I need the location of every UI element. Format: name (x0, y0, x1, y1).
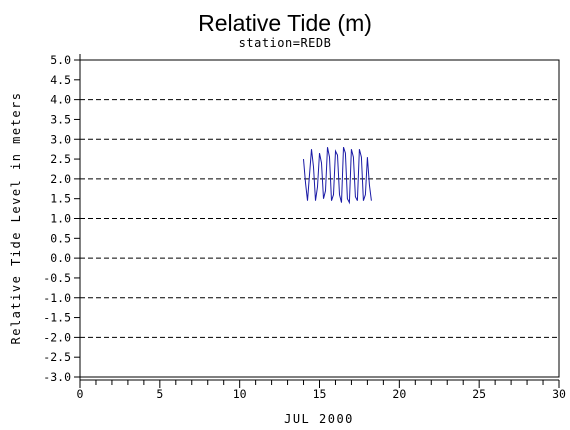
y-tick-label: 2.0 (50, 172, 71, 186)
x-tick-label: 30 (552, 387, 566, 401)
gridlines (80, 59, 559, 378)
x-tick-label: 5 (156, 387, 163, 401)
y-tick-label: 4.0 (50, 93, 71, 107)
y-tick-label: 4.5 (50, 73, 71, 87)
y-tick-label: 1.5 (50, 192, 71, 206)
x-axis-label: JUL 2000 (284, 412, 354, 426)
x-tick-label: 15 (313, 387, 327, 401)
y-tick-label: 5.0 (50, 53, 71, 67)
x-tick-label: 0 (77, 387, 84, 401)
y-axis-label: Relative Tide Level in meters (9, 91, 23, 344)
plot-frame (79, 59, 560, 378)
chart-subtitle: station=REDB (239, 36, 332, 50)
y-tick-label: -1.0 (43, 291, 71, 305)
y-axis: 5.0 4.5 4.0 3.5 3.0 2.5 2.0 1.5 1.0 0.5 0.0 -0.5 -1.… (43, 53, 81, 384)
y-tick-label: -3.0 (43, 370, 71, 384)
y-tick-label: -2.5 (43, 350, 71, 364)
y-tick-label: -1.5 (43, 311, 71, 325)
chart-title: Relative Tide (m) (198, 10, 372, 36)
y-tick-label: -0.5 (43, 271, 71, 285)
x-tick-label: 20 (392, 387, 406, 401)
series-layer (303, 147, 372, 205)
x-axis: 0 5 10 15 20 25 30 (77, 379, 566, 401)
y-tick-label: 3.5 (50, 112, 71, 126)
tide-series-line (303, 147, 372, 205)
y-tick-label: 1.0 (50, 212, 71, 226)
y-tick-label: -2.0 (43, 330, 71, 344)
x-tick-label: 25 (472, 387, 486, 401)
y-tick-label: 0.0 (50, 251, 71, 265)
y-tick-label: 2.5 (50, 152, 71, 166)
x-tick-label: 10 (233, 387, 247, 401)
y-tick-label: 3.0 (50, 132, 71, 146)
y-tick-label: 0.5 (50, 231, 71, 245)
